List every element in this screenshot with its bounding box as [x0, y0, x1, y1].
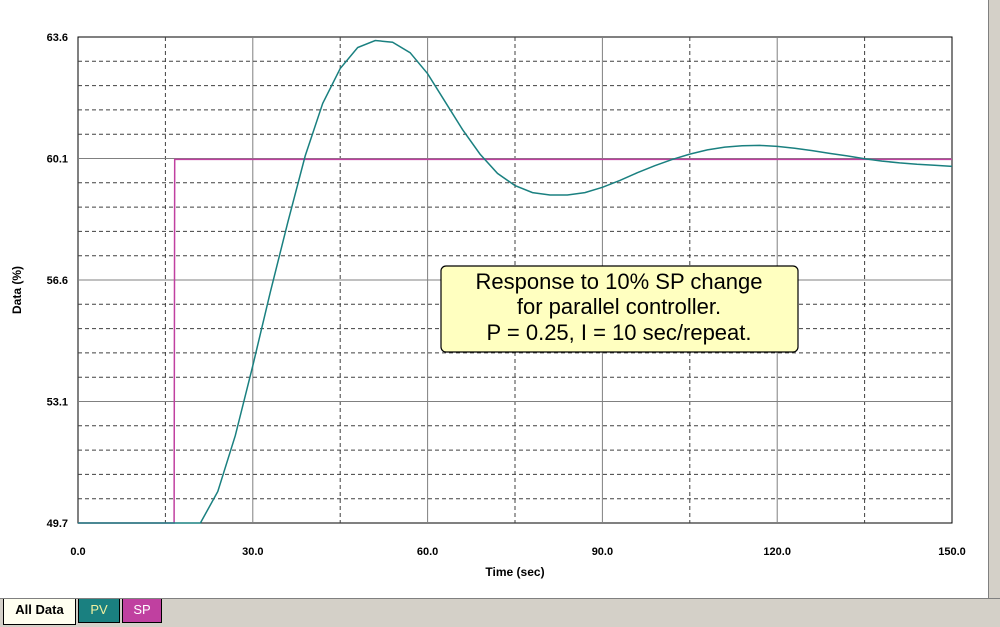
- annotation-box: Response to 10% SP change for parallel c…: [440, 265, 799, 353]
- x-tick-label: 60.0: [417, 546, 438, 558]
- y-axis-ticks: 49.7 53.1 56.6 60.1 63.6: [47, 32, 68, 530]
- annotation-line-2: for parallel controller.: [517, 294, 721, 319]
- tab-pv[interactable]: PV: [78, 599, 120, 623]
- x-tick-label: 120.0: [763, 546, 791, 558]
- y-tick-label: 49.7: [47, 518, 68, 530]
- x-tick-label: 90.0: [592, 546, 613, 558]
- tab-all-data[interactable]: All Data: [3, 599, 76, 625]
- vertical-scrollbar[interactable]: [988, 0, 1000, 598]
- tab-sp[interactable]: SP: [122, 599, 162, 623]
- chart: 0.0 30.0 60.0 90.0 120.0 150.0 49.7 53.1 56.6 60…: [10, 32, 966, 579]
- x-axis-title: Time (sec): [485, 565, 544, 579]
- y-tick-label: 53.1: [47, 397, 68, 409]
- y-tick-label: 56.6: [47, 275, 68, 287]
- x-tick-label: 30.0: [242, 546, 263, 558]
- annotation-line-1: Response to 10% SP change: [475, 269, 762, 294]
- annotation-line-3: P = 0.25, I = 10 sec/repeat.: [487, 320, 752, 345]
- y-axis-title: Data (%): [10, 266, 24, 314]
- grid: [78, 37, 952, 523]
- x-tick-label: 0.0: [70, 546, 85, 558]
- y-tick-label: 60.1: [47, 154, 68, 166]
- y-tick-label: 63.6: [47, 32, 68, 44]
- pv-series: [78, 39, 953, 524]
- x-axis-ticks: 0.0 30.0 60.0 90.0 120.0 150.0: [70, 546, 965, 558]
- series-line-pv: [78, 39, 953, 524]
- tab-bar: All Data PV SP: [0, 598, 1000, 627]
- x-tick-label: 150.0: [938, 546, 966, 558]
